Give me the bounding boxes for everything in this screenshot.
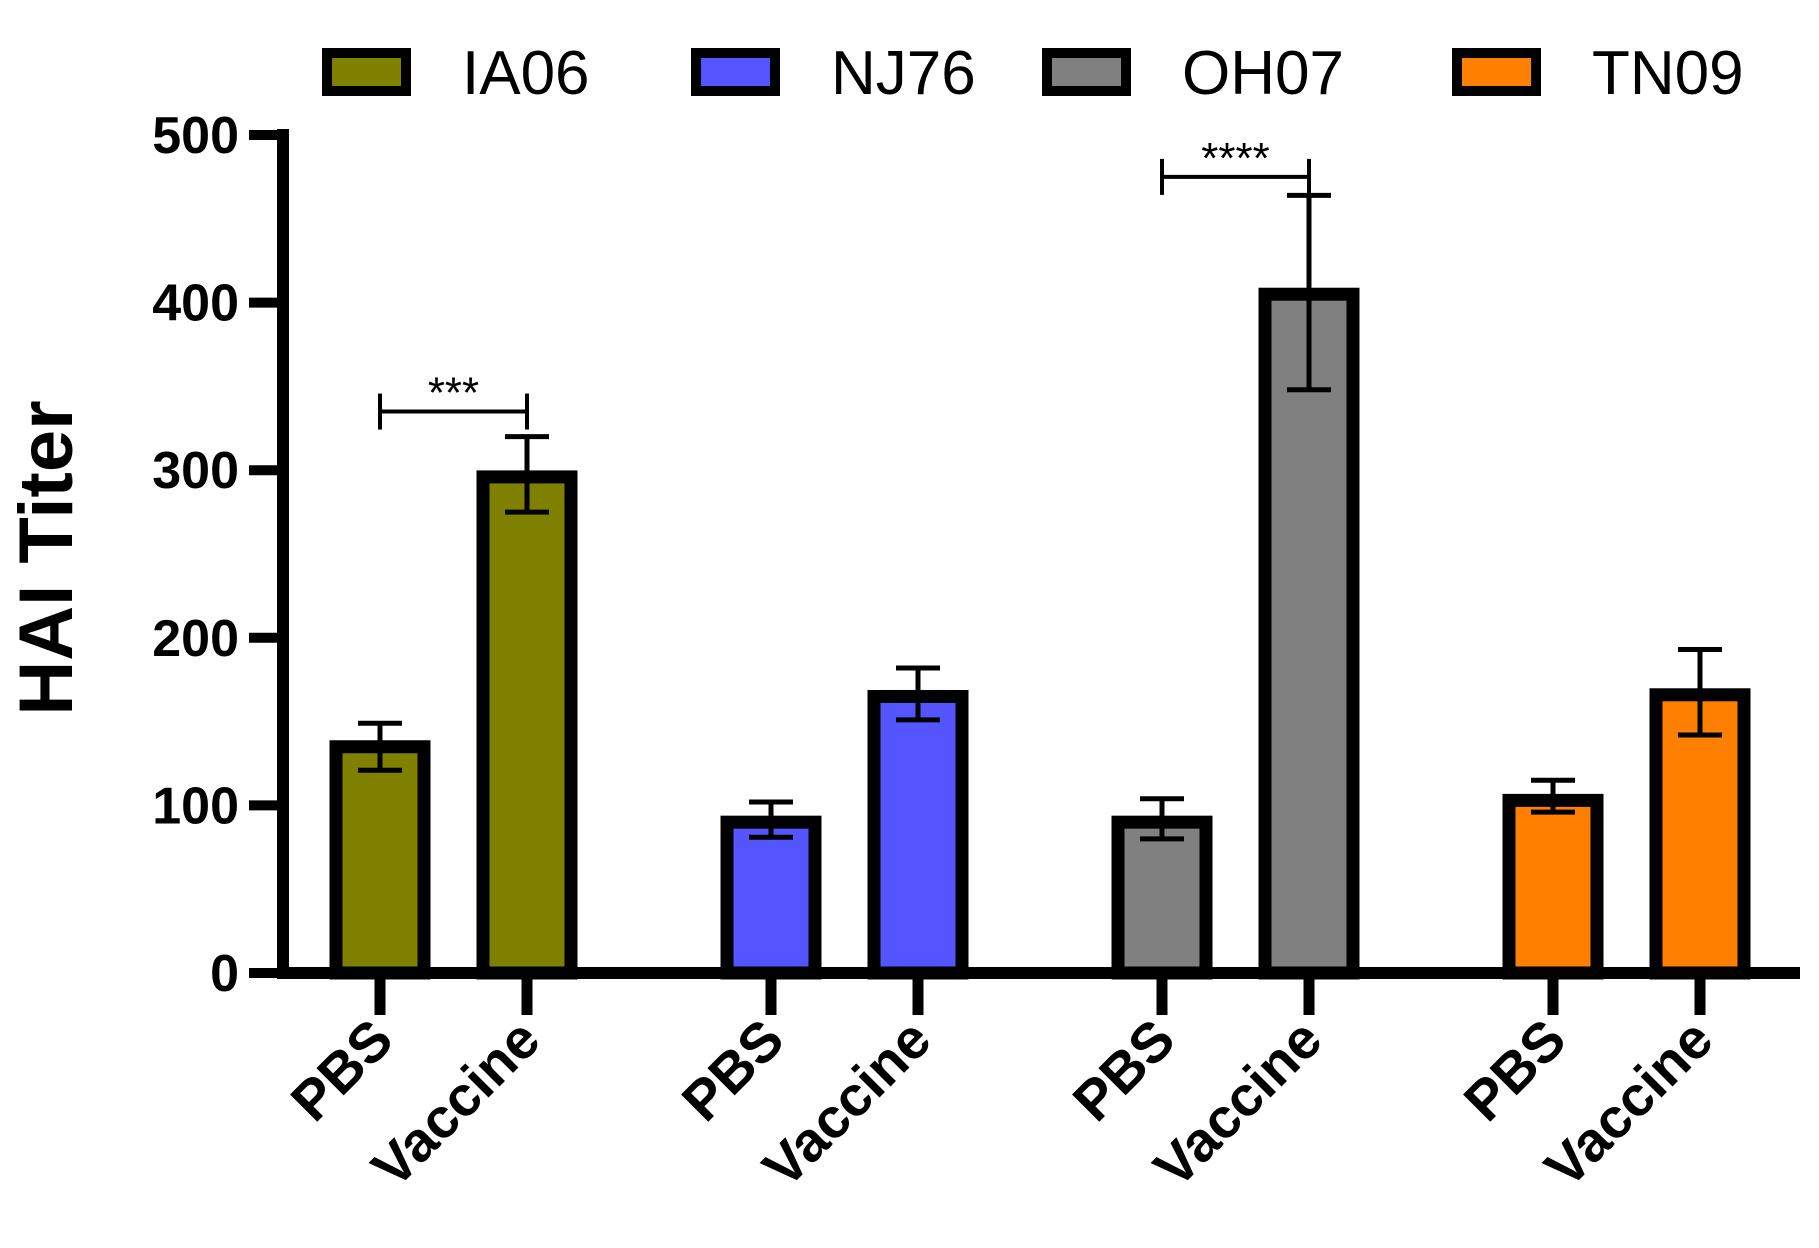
x-category-label: PBS <box>279 1007 405 1133</box>
significance-label: *** <box>428 369 479 418</box>
significance-annotations: ******* <box>378 134 1311 430</box>
bar-ia06-vaccine <box>476 470 578 980</box>
y-tick-label: 400 <box>152 275 239 333</box>
bar-oh07-vaccine <box>1258 287 1360 980</box>
y-tick-label: 0 <box>210 945 239 1003</box>
y-tick-label: 300 <box>152 442 239 500</box>
x-category-label: PBS <box>1061 1007 1187 1133</box>
legend-swatch-oh07 <box>1042 48 1131 96</box>
legend: IA06 NJ76 OH07 TN09 <box>322 39 1744 108</box>
y-tick-label: 100 <box>152 777 239 835</box>
legend-label-nj76: NJ76 <box>831 39 976 108</box>
bar-nj76-vaccine <box>867 689 969 980</box>
legend-swatch-ia06 <box>322 48 411 96</box>
y-tick-label: 500 <box>152 107 239 165</box>
bar-tn09-vaccine <box>1649 688 1751 980</box>
x-category-label: PBS <box>670 1007 796 1133</box>
y-axis-title: HAI Titer <box>4 400 89 715</box>
legend-label-ia06: IA06 <box>462 39 590 108</box>
bar-tn09-pbs <box>1502 793 1604 980</box>
bar-oh07-pbs <box>1111 815 1213 980</box>
y-tick-label: 200 <box>152 610 239 668</box>
bars <box>329 192 1751 980</box>
significance-label: **** <box>1201 134 1270 183</box>
legend-label-oh07: OH07 <box>1182 39 1344 108</box>
bar-nj76-pbs <box>720 815 822 980</box>
legend-swatch-tn09 <box>1452 48 1541 96</box>
bar-ia06-pbs <box>329 740 431 980</box>
x-category-label: PBS <box>1452 1007 1578 1133</box>
legend-label-tn09: TN09 <box>1592 39 1744 108</box>
legend-swatch-nj76 <box>691 48 780 96</box>
